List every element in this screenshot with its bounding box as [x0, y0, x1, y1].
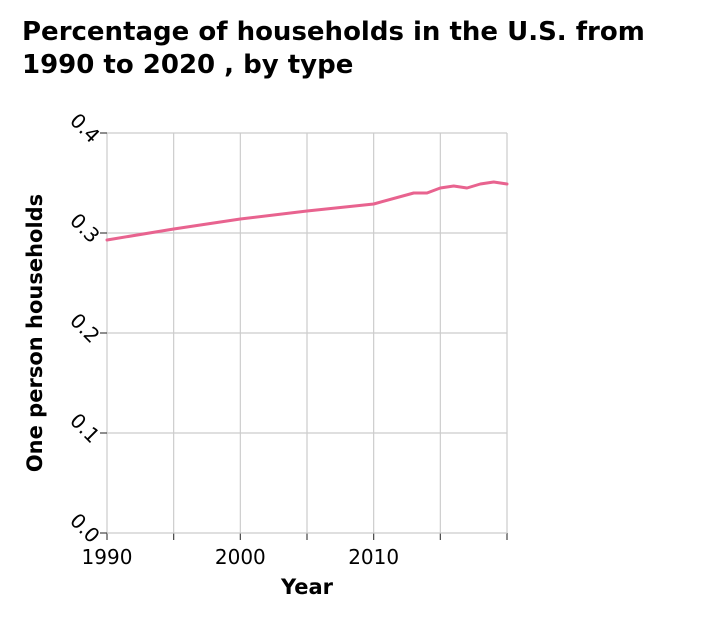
- x-tick-label: 1990: [82, 545, 133, 569]
- chart-title: Percentage of households in the U.S. fro…: [22, 17, 645, 80]
- series-line: [105, 180, 509, 242]
- grid-lines: [100, 132, 508, 540]
- x-tick-labels: 1990 2000 2010: [82, 545, 400, 569]
- y-tick-label: 0.1: [65, 408, 104, 447]
- x-axis-label: Year: [280, 575, 334, 599]
- x-tick-label: 2010: [348, 545, 399, 569]
- y-axis-label: One person households: [23, 194, 47, 472]
- y-tick-labels: 0.0 0.1 0.2 0.3 0.4: [65, 108, 104, 547]
- y-tick-label: 0.4: [65, 108, 104, 147]
- x-tick-label: 2000: [215, 545, 266, 569]
- y-tick-label: 0.0: [65, 508, 104, 547]
- y-tick-label: 0.3: [65, 208, 104, 247]
- series-group: [105, 180, 509, 242]
- y-tick-label: 0.2: [65, 308, 104, 347]
